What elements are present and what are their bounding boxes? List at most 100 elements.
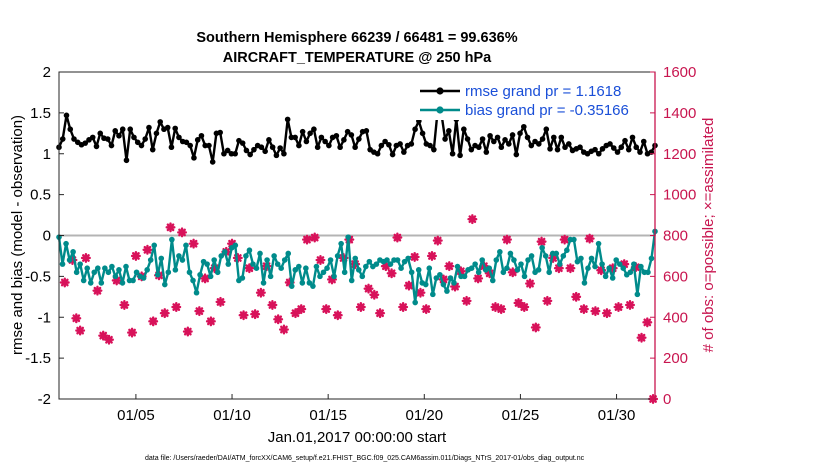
rmse-point [119, 126, 126, 133]
right-tick-label: 600 [663, 268, 688, 285]
chart-title-line1: Southern Hemisphere 66239 / 66481 = 99.6… [196, 30, 517, 46]
bias-point [433, 275, 440, 281]
obs-marker-stroke [280, 325, 288, 334]
obs-marker-stroke [543, 297, 552, 305]
obs-marker-stroke [643, 318, 652, 327]
obs-marker-stroke [585, 234, 594, 243]
rmse-point [303, 138, 310, 145]
obs-count-marker [409, 251, 420, 262]
rmse-point [311, 126, 317, 133]
rmse-point [307, 130, 313, 137]
rmse-point [412, 126, 418, 133]
obs-marker-stroke [297, 305, 306, 313]
bias-point [553, 250, 560, 257]
obs-marker-stroke [105, 335, 113, 344]
rmse-point [116, 132, 122, 139]
rmse-point [595, 150, 602, 157]
obs-marker-stroke [239, 311, 248, 320]
bias-point [154, 271, 161, 278]
rmse-point [513, 151, 520, 158]
rmse-point [479, 136, 486, 142]
rmse-point [577, 144, 583, 151]
rmse-point [494, 134, 501, 141]
rmse-point [172, 125, 179, 132]
obs-count-marker [296, 304, 307, 315]
obs-count-marker [250, 309, 261, 320]
x-tick-label: 01/05 [117, 407, 155, 424]
bias-point [271, 253, 277, 259]
rmse-point [82, 140, 89, 146]
rmse-point [449, 150, 456, 157]
rmse-point [247, 151, 253, 158]
rmse-point [67, 126, 74, 133]
bias-point [475, 269, 482, 276]
bias-point [151, 242, 158, 249]
obs-marker-stroke [356, 303, 365, 311]
bias-point [415, 267, 422, 273]
bias-point [645, 269, 651, 276]
rmse-point [386, 141, 392, 148]
obs-count-marker [315, 255, 326, 266]
right-tick-label: 800 [663, 228, 688, 245]
rmse-point [63, 112, 70, 119]
bias-point [578, 255, 584, 262]
bias-point [447, 275, 454, 281]
rmse-point [93, 143, 100, 150]
rmse-point [104, 136, 111, 142]
bias-point [422, 281, 429, 288]
rmse-point [539, 136, 546, 142]
bias-point [486, 265, 493, 272]
obs-marker-stroke [149, 317, 158, 326]
bias-point [571, 236, 577, 243]
left-tick-label: -2 [38, 391, 51, 408]
obs-marker-stroke [387, 269, 396, 278]
rmse-point [97, 130, 104, 137]
obs-count-marker [398, 302, 409, 313]
bias-point [564, 247, 570, 254]
rmse-point [528, 142, 535, 149]
legend: rmse grand pr = 1.1618 bias grand pr = -… [410, 78, 650, 120]
right-tick-label: 1600 [663, 64, 696, 81]
x-axis-ticks: 01/05 01/10 01/15 01/20 01/25 01/30 [117, 394, 635, 424]
rmse-point [281, 150, 287, 157]
bias-point [511, 257, 517, 263]
obs-marker-stroke [422, 305, 431, 313]
rmse-point [622, 137, 628, 144]
rmse-point [374, 150, 381, 157]
right-tick-label: 0 [663, 391, 671, 408]
rmse-point [322, 138, 328, 145]
rmse-point [284, 116, 291, 123]
right-tick-label: 1400 [663, 105, 696, 122]
rmse-point [333, 132, 340, 139]
bias-point [144, 267, 150, 273]
obs-count-marker [461, 295, 472, 306]
rmse-point [550, 134, 557, 141]
bias-point [444, 288, 450, 294]
bias-point [535, 267, 542, 273]
right-axis-ticks: 1600 1400 1200 1000 800 600 400 200 0 [650, 64, 696, 408]
rmse-point [258, 144, 265, 151]
obs-marker-stroke [376, 309, 384, 318]
rmse-point [277, 145, 283, 151]
bias-point [281, 257, 288, 263]
x-tick-label: 01/25 [502, 407, 540, 424]
bias-point [373, 261, 380, 267]
bias-point [186, 269, 193, 276]
obs-marker-stroke [531, 323, 540, 332]
rmse-point [509, 132, 516, 138]
bias-point [588, 255, 595, 262]
bias-point [542, 253, 549, 259]
obs-marker-stroke [491, 303, 500, 311]
obs-marker-stroke [60, 278, 69, 287]
bias-point [504, 265, 510, 272]
bias-point [250, 261, 256, 267]
obs-marker-stroke [201, 274, 210, 283]
obs-marker-stroke [591, 307, 600, 316]
bias-point [408, 269, 415, 276]
rmse-point [138, 142, 145, 149]
obs-count-marker [496, 304, 507, 315]
bias-point [70, 249, 76, 255]
bias-point [267, 273, 274, 280]
rmse-point [314, 144, 321, 151]
